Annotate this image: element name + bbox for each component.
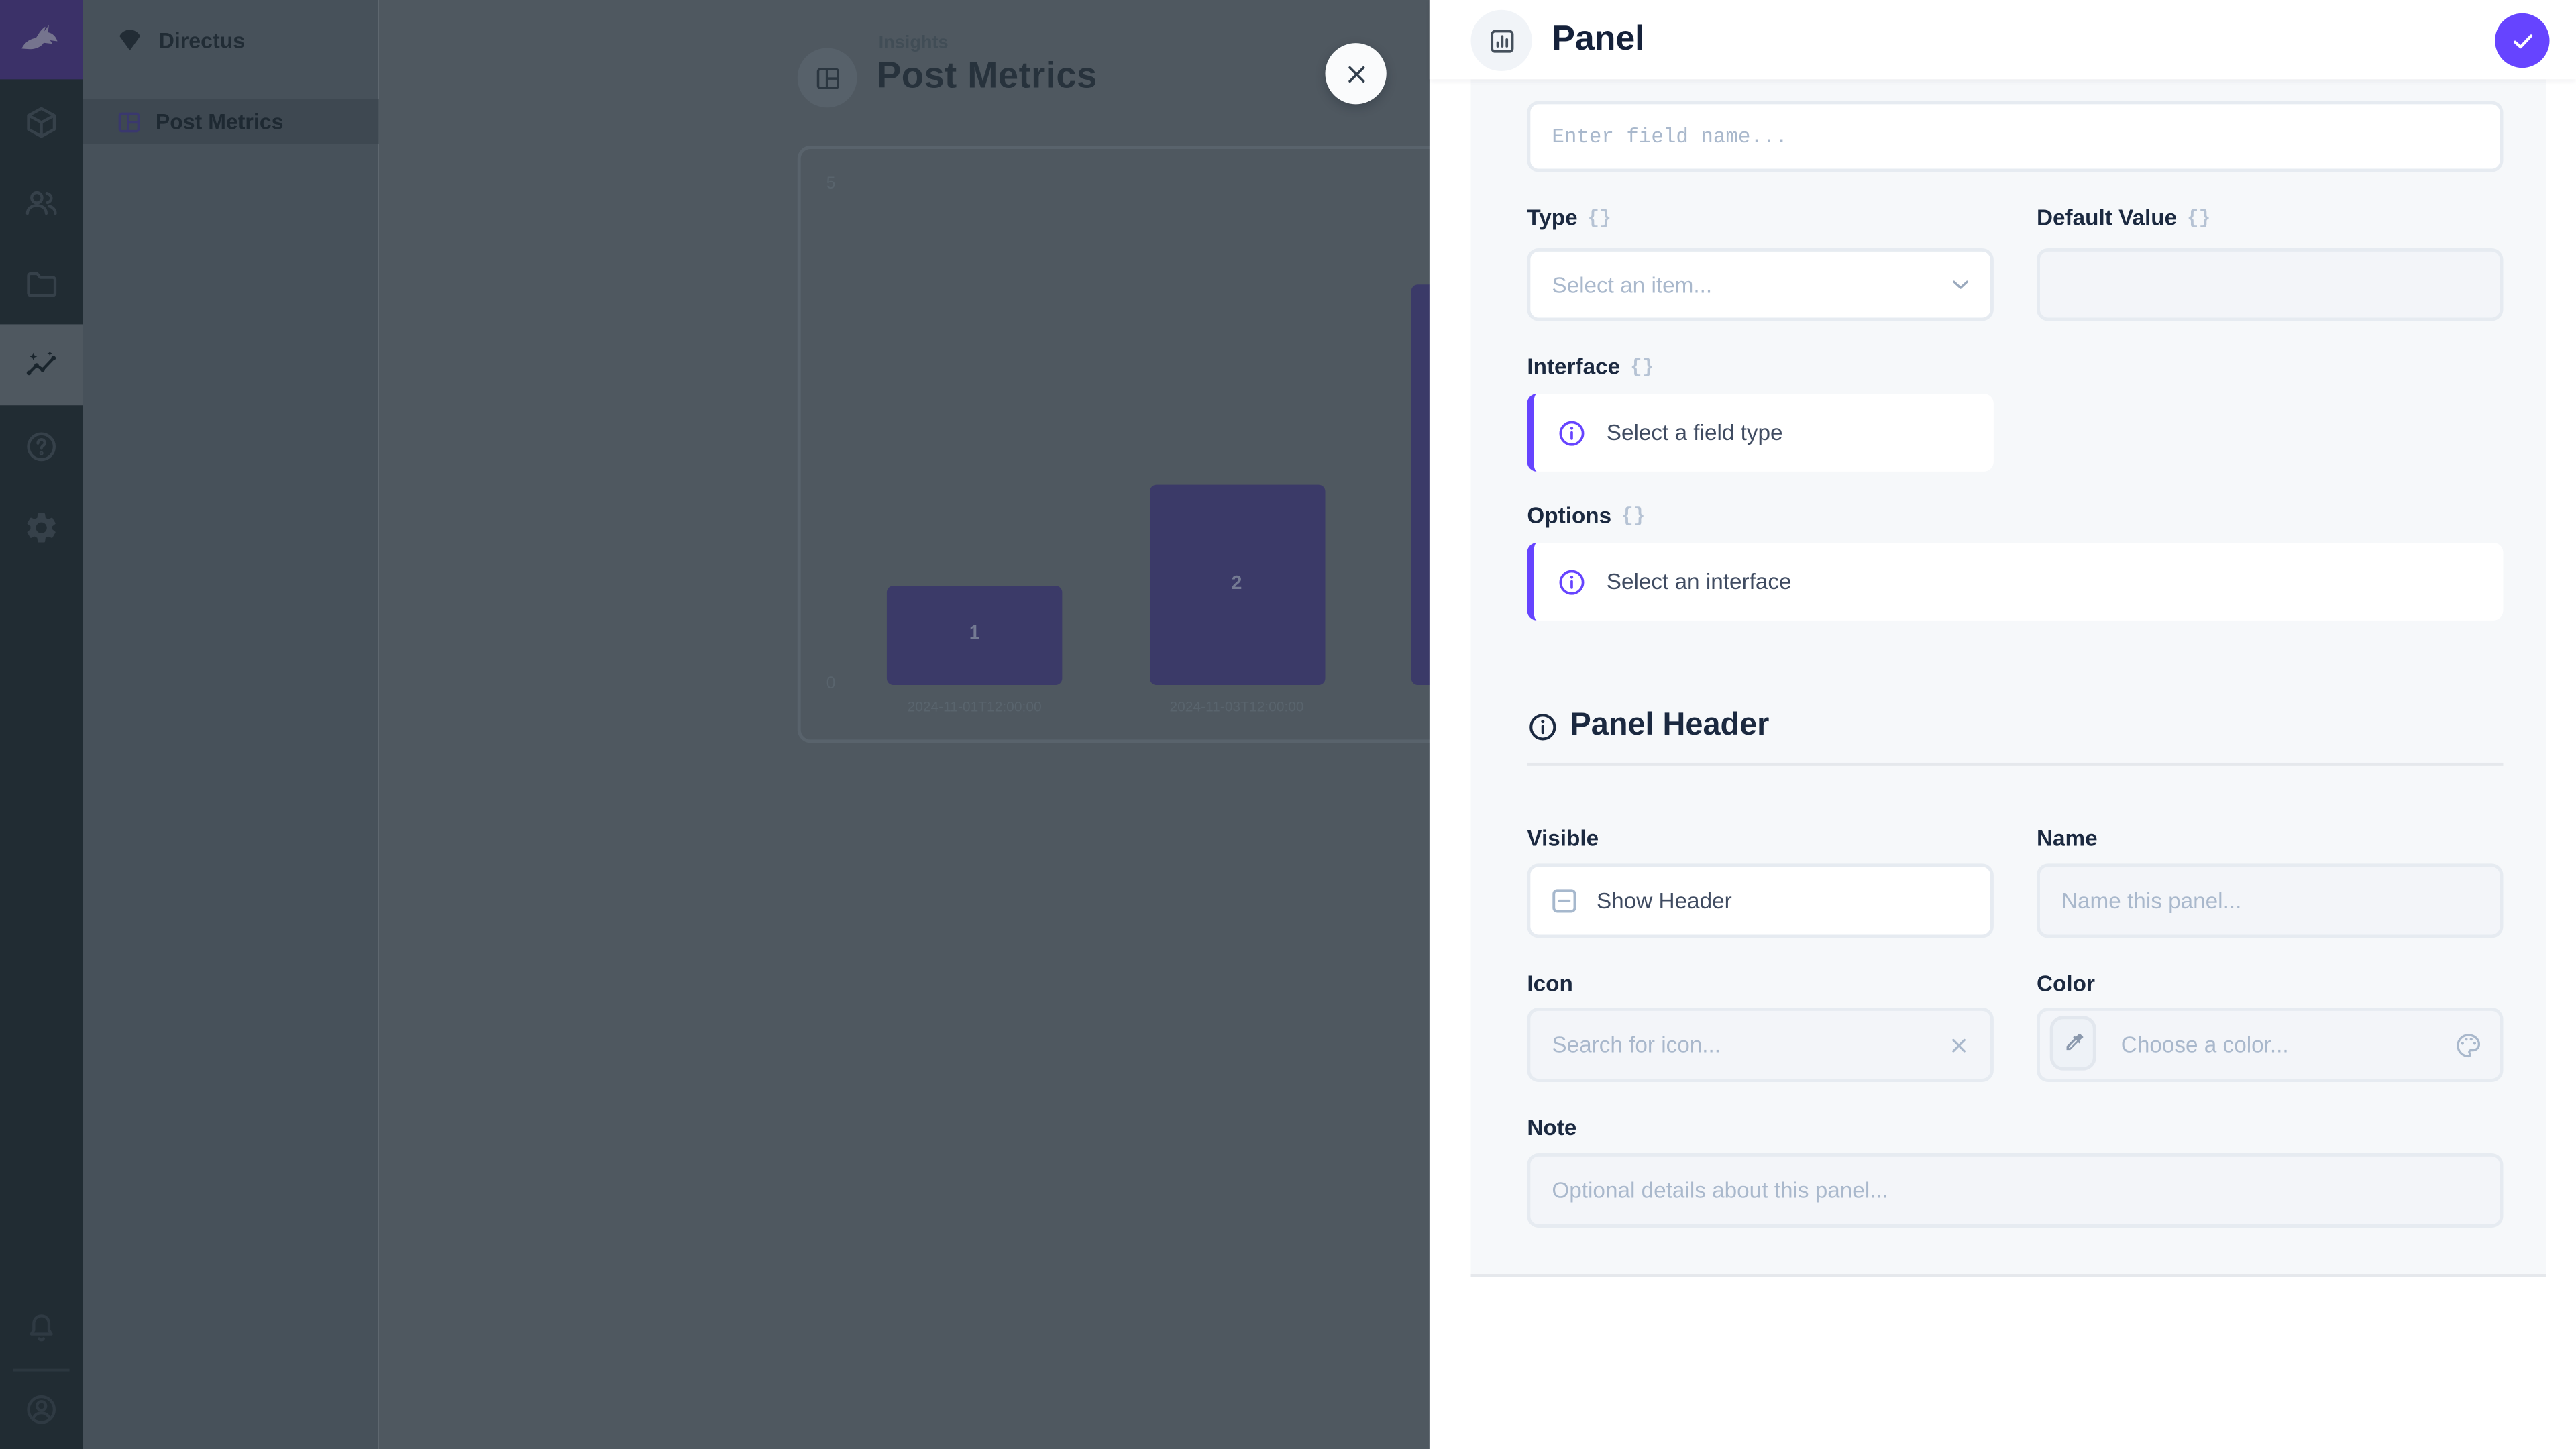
panel-drawer: Panel Type{} Default Value{} Interface{} — [1429, 0, 2576, 1449]
nav-item-post-metrics[interactable]: Post Metrics — [83, 99, 379, 144]
drawer-header: Panel — [1429, 0, 2576, 80]
note-input[interactable] — [1527, 1152, 2504, 1228]
raw-value-icon[interactable]: {} — [1587, 206, 1611, 229]
eyedropper-button[interactable] — [2049, 1016, 2096, 1071]
chart-bar — [886, 585, 1063, 686]
type-select-input[interactable] — [1527, 248, 1994, 321]
nav-sidebar: Directus Post Metrics — [83, 0, 379, 1449]
module-bar — [0, 0, 83, 1449]
color-field[interactable] — [2036, 1007, 2504, 1082]
sidebar-item-users[interactable] — [0, 162, 83, 244]
info-icon — [1559, 569, 1585, 594]
bar-value-label: 1 — [969, 623, 980, 643]
y-axis-tick-label: 0 — [826, 675, 836, 694]
interface-label: Interface{} — [1527, 354, 1654, 379]
raw-value-icon[interactable]: {} — [1629, 355, 1654, 378]
dashboard-title-icon-circle — [797, 48, 857, 108]
x-axis-tick-label: 2024-11-03T12:00:00 — [1169, 698, 1304, 715]
dashboard-icon — [118, 111, 140, 132]
sidebar-divider — [13, 1368, 70, 1372]
eyedropper-icon — [2065, 1034, 2083, 1051]
account-button[interactable] — [0, 1368, 83, 1449]
project-name: Directus — [158, 27, 246, 52]
palette-icon[interactable] — [2453, 1030, 2483, 1059]
notifications-button[interactable] — [0, 1287, 83, 1368]
interface-notice: Select a field type — [1527, 393, 1994, 472]
help-icon — [27, 431, 56, 461]
icon-label: Icon — [1527, 971, 1573, 996]
panel-type-icon-circle — [1470, 9, 1532, 72]
sidebar-item-insights[interactable] — [0, 324, 83, 406]
chevron-down-icon — [1953, 280, 1969, 289]
name-label: Name — [2036, 825, 2098, 851]
show-header-checkbox[interactable]: Show Header — [1527, 863, 1994, 938]
page-title: Post Metrics — [877, 54, 1097, 97]
field-name-input[interactable] — [1527, 101, 2504, 172]
info-icon — [1529, 713, 1556, 740]
account-circle-icon — [27, 1394, 56, 1424]
default-value-label: Default Value{} — [2036, 205, 2211, 230]
visible-label: Visible — [1527, 825, 1599, 851]
close-icon — [1348, 65, 1364, 82]
check-icon — [2512, 33, 2532, 48]
bar-value-label: 2 — [1231, 573, 1242, 594]
icon-search-input[interactable] — [1527, 1007, 1994, 1082]
breadcrumb[interactable]: Insights — [878, 33, 949, 53]
panel-name-input[interactable] — [2036, 863, 2504, 938]
gear-icon — [27, 512, 56, 542]
raw-value-icon[interactable]: {} — [2186, 206, 2211, 229]
directus-logo[interactable] — [0, 0, 83, 80]
content-box-icon — [27, 106, 56, 138]
options-notice: Select an interface — [1527, 542, 2504, 621]
nav-item-label: Post Metrics — [155, 109, 284, 134]
x-axis-tick-label: 2024-11-01T12:00:00 — [907, 698, 1042, 715]
color-label: Color — [2036, 971, 2095, 996]
info-icon — [1559, 420, 1585, 445]
section-divider — [1527, 762, 2504, 766]
raw-value-icon[interactable]: {} — [1621, 503, 1646, 527]
folder-icon — [27, 271, 57, 297]
sidebar-item-help[interactable] — [0, 405, 83, 486]
type-select[interactable] — [1527, 248, 1994, 321]
insights-icon — [26, 350, 56, 375]
sidebar-item-files[interactable] — [0, 244, 83, 325]
directus-rabbit-icon — [21, 25, 58, 50]
y-axis-tick-label: 5 — [826, 175, 836, 194]
panel-header-heading: Panel Header — [1527, 708, 1769, 745]
sidebar-item-content[interactable] — [0, 81, 83, 162]
users-icon — [25, 190, 57, 214]
bell-icon — [30, 1313, 53, 1341]
sidebar-item-settings[interactable] — [0, 486, 83, 568]
chart-bar — [1148, 485, 1325, 686]
note-label: Note — [1527, 1115, 1577, 1140]
default-value-input[interactable] — [2036, 248, 2504, 321]
save-button[interactable] — [2495, 13, 2550, 68]
bar-chart-icon — [1490, 29, 1513, 52]
drawer-title: Panel — [1552, 19, 1645, 58]
drawer-close-button[interactable] — [1325, 43, 1387, 105]
type-label: Type{} — [1527, 205, 1611, 230]
dashboard-icon — [816, 67, 839, 89]
clear-icon[interactable] — [1945, 1032, 1972, 1058]
icon-field[interactable] — [1527, 1007, 1994, 1082]
color-input[interactable] — [2036, 1007, 2504, 1082]
options-label: Options{} — [1527, 502, 1646, 528]
project-status-icon — [119, 28, 140, 50]
indeterminate-checkbox-icon — [1552, 889, 1576, 913]
project-switcher[interactable]: Directus — [83, 0, 378, 79]
